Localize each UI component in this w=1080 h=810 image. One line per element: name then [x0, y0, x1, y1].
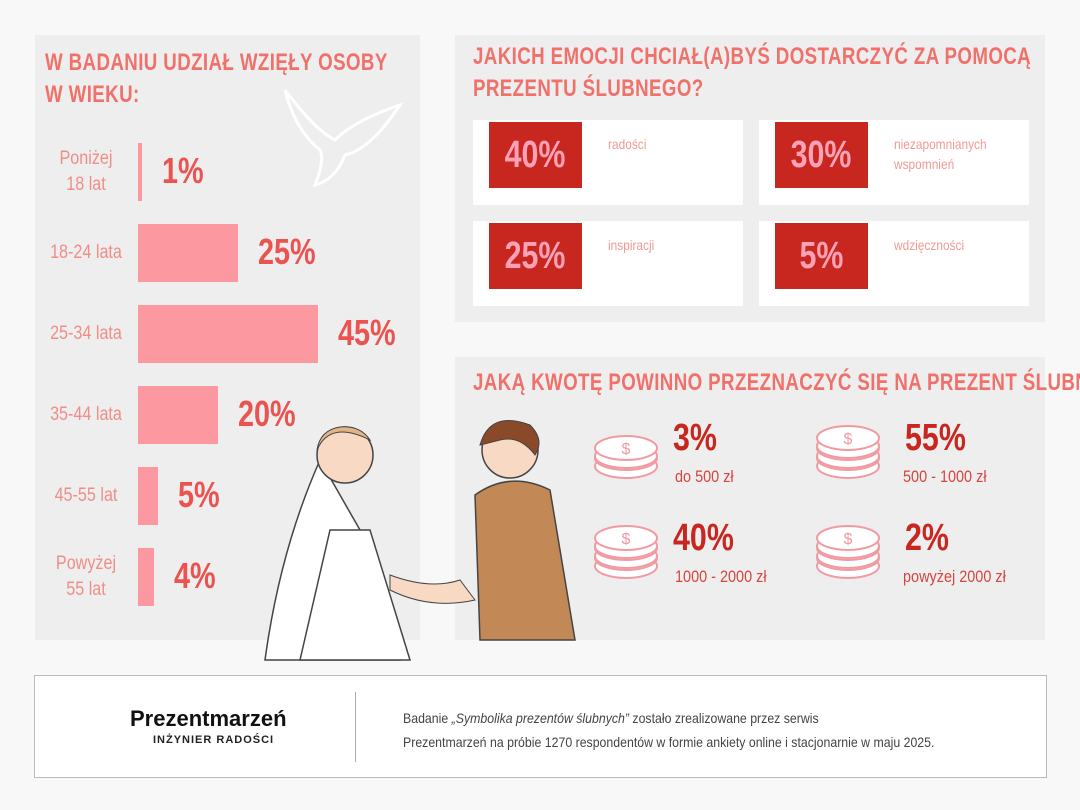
age-bar: [138, 386, 218, 444]
logo-tagline: INŻYNIER RADOŚCI: [153, 734, 275, 746]
emotions-panel: JAKICH EMOCJI CHCIAŁ(A)BYŚ DOSTARCZYĆ ZA…: [455, 35, 1045, 322]
amount-label: 1000 - 2000 zł: [675, 567, 767, 586]
emotion-value: 5%: [799, 235, 844, 277]
emotions-title-line: PREZENTU ŚLUBNEGO?: [473, 75, 704, 102]
age-title: W BADANIU UDZIAŁ WZIĘŁY OSOBY W WIEKU:: [45, 47, 388, 111]
amount-value: 3%: [673, 417, 717, 459]
age-bar: [138, 305, 318, 363]
age-category-label: Powyżej 55 lat: [44, 551, 129, 603]
age-category-label: 25-34 lata: [44, 321, 129, 347]
age-bar: [138, 467, 158, 525]
age-value-label: 1%: [162, 150, 204, 191]
emotion-label: niezapomnianych wspomnień: [894, 136, 987, 172]
age-value-label: 5%: [178, 474, 220, 515]
age-category-label: Poniżej 18 lat: [44, 146, 129, 198]
coin-stack-icon: $: [816, 425, 880, 479]
age-category-line: Powyżej: [55, 553, 117, 574]
svg-text:$: $: [622, 531, 631, 548]
note-text: zostało zrealizowane przez serwis: [628, 710, 819, 726]
survey-note: Badanie „Symbolika prezentów ślubnych” z…: [403, 706, 934, 754]
coin-stack-icon: $: [594, 525, 658, 579]
age-category-label: 35-44 lata: [44, 402, 129, 428]
svg-text:$: $: [844, 531, 853, 548]
emotion-card: 25% inspiracji: [473, 221, 743, 306]
age-value-label: 45%: [338, 312, 396, 353]
age-category-label: 18-24 lata: [44, 240, 129, 266]
coin-stack-icon: $: [594, 435, 658, 479]
emotions-title: JAKICH EMOCJI CHCIAŁ(A)BYŚ DOSTARCZYĆ ZA…: [473, 41, 1031, 105]
emotion-label: inspiracji: [608, 237, 655, 253]
emotions-title-line: JAKICH EMOCJI CHCIAŁ(A)BYŚ DOSTARCZYĆ ZA…: [473, 43, 1032, 70]
age-bar: [138, 143, 142, 201]
wedding-couple-illustration: [264, 420, 576, 661]
emotion-value: 40%: [505, 134, 566, 176]
age-bar: [138, 224, 238, 282]
age-title-line: W BADANIU UDZIAŁ WZIĘŁY OSOBY: [45, 49, 388, 76]
emotion-label: radości: [608, 136, 647, 152]
survey-name: „Symbolika prezentów ślubnych”: [451, 710, 629, 726]
note-text: Badanie: [403, 710, 452, 726]
age-category-line: 18 lat: [66, 174, 106, 195]
emotion-card: 30% niezapomnianych wspomnień: [759, 120, 1029, 205]
age-category-line: 35-44 lata: [50, 404, 122, 425]
age-category-line: 18-24 lata: [50, 242, 122, 263]
dove-icon: [283, 89, 404, 188]
divider: [355, 692, 356, 762]
logo: Prezentmarzeń: [130, 706, 287, 731]
coin-stack-icon: $: [816, 525, 880, 579]
amount-value: 2%: [905, 517, 949, 559]
amount-value: 55%: [905, 417, 966, 459]
svg-text:$: $: [622, 441, 631, 458]
amount-value: 40%: [673, 517, 734, 559]
age-bar: [138, 548, 154, 606]
note-text: Prezentmarzeń na próbie 1270 respondentó…: [403, 734, 935, 750]
age-title-line: W WIEKU:: [45, 81, 140, 108]
age-value-label: 4%: [174, 555, 216, 596]
age-category-line: 55 lat: [66, 579, 106, 600]
emotion-value: 30%: [791, 134, 852, 176]
age-category-line: 25-34 lata: [50, 323, 122, 344]
age-category-label: 45-55 lat: [44, 483, 129, 509]
emotion-value: 25%: [505, 235, 566, 277]
age-category-line: Poniżej: [59, 148, 113, 169]
amount-title: JAKĄ KWOTĘ POWINNO PRZEZNACZYĆ SIĘ NA PR…: [473, 369, 1080, 396]
age-value-label: 25%: [258, 231, 316, 272]
svg-text:$: $: [844, 431, 853, 448]
amount-label: powyżej 2000 zł: [903, 567, 1006, 586]
amount-label: do 500 zł: [675, 467, 734, 486]
emotion-card: 5% wdzięczności: [759, 221, 1029, 306]
emotion-label: wdzięczności: [894, 237, 965, 253]
amount-label: 500 - 1000 zł: [903, 467, 987, 486]
footer: Prezentmarzeń INŻYNIER RADOŚCI Badanie „…: [34, 675, 1047, 778]
age-value-label: 20%: [238, 393, 296, 434]
emotion-card: 40% radości: [473, 120, 743, 205]
age-category-line: 45-55 lat: [54, 485, 118, 506]
